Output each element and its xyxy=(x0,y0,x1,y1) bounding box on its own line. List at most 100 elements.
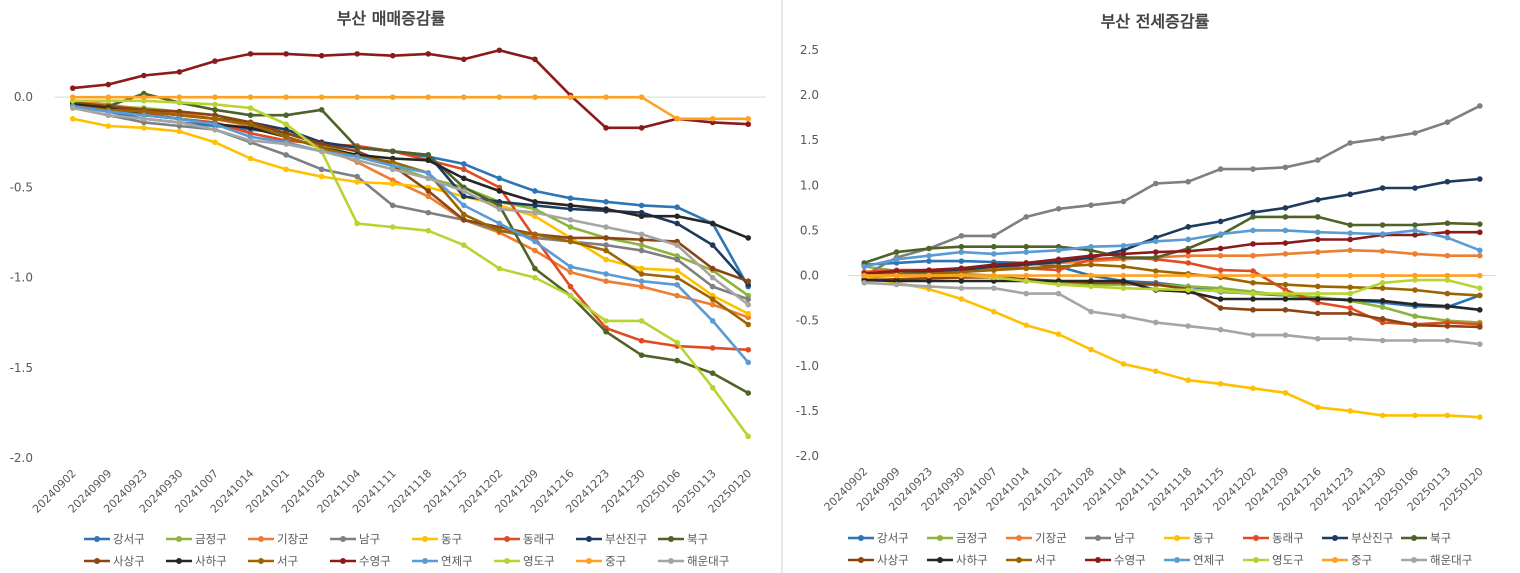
legend-label: 동구 xyxy=(1193,531,1214,545)
data-point xyxy=(354,157,360,164)
series-15 xyxy=(861,272,1483,279)
legend-item: 수영구 xyxy=(330,554,391,568)
legend-item: 북구 xyxy=(658,532,708,546)
data-point xyxy=(283,94,289,100)
legend-swatch-marker xyxy=(504,558,510,564)
data-point xyxy=(1088,261,1094,268)
series-13 xyxy=(861,227,1483,270)
data-point xyxy=(1023,290,1029,297)
legend-swatch-marker xyxy=(340,536,346,542)
data-point xyxy=(1315,290,1321,297)
data-point xyxy=(1347,297,1353,303)
data-point xyxy=(461,217,467,223)
data-point xyxy=(674,116,680,122)
data-point xyxy=(1412,322,1418,328)
legend-swatch-marker xyxy=(1411,535,1417,541)
legend-item: 부산진구 xyxy=(1322,531,1393,545)
data-point xyxy=(1282,332,1289,338)
data-point xyxy=(176,69,183,75)
panel-divider xyxy=(781,0,783,573)
data-point xyxy=(1347,408,1353,414)
data-point xyxy=(638,242,645,248)
data-point xyxy=(709,370,716,377)
data-point xyxy=(1315,335,1321,342)
data-point xyxy=(461,242,467,248)
data-point xyxy=(461,193,467,200)
legend-item: 부산진구 xyxy=(576,532,647,546)
data-point xyxy=(532,274,538,281)
data-point xyxy=(176,94,183,100)
series-line xyxy=(863,215,1480,265)
data-point xyxy=(1379,222,1386,228)
data-point xyxy=(745,433,752,440)
data-point xyxy=(496,206,503,212)
data-point xyxy=(1282,205,1289,211)
y-tick-label: -0.5 xyxy=(10,180,33,194)
data-point xyxy=(1250,290,1256,297)
data-point xyxy=(603,318,609,324)
legend-label: 영도구 xyxy=(1272,553,1304,567)
data-point xyxy=(1088,202,1094,208)
legend-swatch-marker xyxy=(340,558,346,564)
legend-swatch-marker xyxy=(94,536,100,542)
data-point xyxy=(1444,252,1451,259)
data-point xyxy=(1055,290,1062,297)
data-point xyxy=(1250,272,1256,279)
legend-swatch-marker xyxy=(1253,557,1259,563)
data-point xyxy=(105,112,112,119)
data-point xyxy=(461,202,467,209)
data-point xyxy=(1282,227,1289,234)
series-line xyxy=(72,104,750,288)
data-point xyxy=(1120,242,1127,249)
data-point xyxy=(318,94,325,100)
legend-item: 연제구 xyxy=(1164,553,1225,567)
data-point xyxy=(425,94,432,100)
jeonse-chart-svg: 부산 전세증감률 -2.0 -1.5 -1.0 -0.5 0.0 0.5 1.0 1.5 2.0 2… xyxy=(796,12,1496,567)
data-point xyxy=(1477,176,1483,182)
legend-item: 사하구 xyxy=(166,554,227,568)
data-point xyxy=(1282,290,1289,297)
data-point xyxy=(247,51,254,57)
data-point xyxy=(893,249,900,255)
series-line xyxy=(72,99,750,438)
legend-swatch-marker xyxy=(586,536,592,542)
legend-label: 금정구 xyxy=(956,531,988,545)
data-point xyxy=(991,251,997,257)
data-point xyxy=(1185,272,1191,279)
data-point xyxy=(709,301,716,308)
data-point xyxy=(958,296,965,302)
data-point xyxy=(1282,240,1289,246)
series-12 xyxy=(69,47,752,131)
legend-label: 연제구 xyxy=(1193,553,1225,567)
data-point xyxy=(1412,130,1418,136)
data-point xyxy=(461,166,467,173)
y-tick-label: 1.0 xyxy=(800,178,819,192)
series-line xyxy=(72,48,749,130)
data-point xyxy=(1444,290,1451,297)
data-point xyxy=(1088,252,1094,259)
data-point xyxy=(1153,254,1159,261)
data-point xyxy=(745,359,752,366)
legend-swatch-marker xyxy=(858,557,864,563)
data-point xyxy=(709,265,716,272)
data-point xyxy=(1477,414,1483,421)
data-point xyxy=(1055,263,1062,270)
legend-label: 북구 xyxy=(687,532,708,546)
data-point xyxy=(861,279,867,286)
data-point xyxy=(141,72,147,79)
data-point xyxy=(1444,412,1451,419)
data-point xyxy=(1315,214,1321,220)
legend-label: 사상구 xyxy=(113,554,145,568)
data-point xyxy=(1444,229,1451,236)
series-5 xyxy=(861,274,1483,421)
legend-label: 기장군 xyxy=(277,532,309,546)
data-point xyxy=(212,126,218,133)
data-point xyxy=(926,272,932,279)
data-point xyxy=(958,243,965,250)
data-point xyxy=(603,125,609,131)
data-point xyxy=(1379,135,1386,142)
data-point xyxy=(745,278,752,284)
data-point xyxy=(1347,140,1353,146)
data-point xyxy=(958,258,965,264)
data-point xyxy=(1477,307,1483,313)
